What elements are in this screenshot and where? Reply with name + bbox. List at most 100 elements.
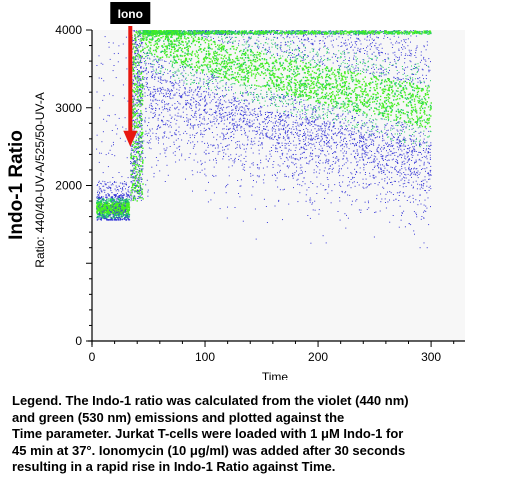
data-point [202, 36, 204, 38]
data-point [313, 71, 316, 74]
data-point [405, 75, 407, 77]
data-point [137, 190, 139, 192]
data-point [280, 100, 282, 102]
data-point [344, 72, 346, 74]
data-point [141, 169, 143, 171]
data-point [357, 49, 359, 51]
data-point [379, 83, 382, 85]
data-point [208, 44, 210, 47]
data-point [213, 70, 216, 73]
data-point [120, 198, 122, 200]
data-point [395, 85, 397, 87]
data-point [370, 121, 372, 123]
data-point [238, 62, 241, 65]
data-point [387, 99, 389, 101]
data-point [216, 57, 218, 59]
data-point [191, 54, 193, 57]
data-point [364, 103, 366, 105]
data-point [99, 198, 101, 200]
data-point [133, 80, 134, 82]
data-point [400, 148, 402, 150]
data-point [412, 89, 414, 91]
data-point [276, 109, 278, 111]
data-point [344, 52, 345, 53]
data-point [401, 143, 402, 144]
data-point [206, 39, 208, 41]
data-point [192, 82, 194, 84]
data-point [304, 47, 306, 49]
data-point [134, 114, 136, 117]
data-point [273, 96, 275, 98]
data-point [334, 100, 337, 103]
data-point [311, 117, 313, 119]
data-point [364, 112, 366, 114]
data-point [140, 42, 142, 44]
data-point [239, 85, 241, 87]
data-point [338, 50, 340, 52]
data-point [336, 33, 338, 34]
data-point [141, 97, 143, 99]
data-point [130, 145, 132, 147]
data-point [263, 85, 266, 87]
data-point [135, 199, 137, 201]
data-point [240, 84, 242, 86]
data-point [115, 209, 117, 211]
data-point [171, 63, 173, 65]
data-point [140, 117, 142, 119]
data-point [426, 123, 429, 125]
data-point [157, 46, 160, 48]
data-point [397, 121, 399, 123]
data-point [112, 42, 114, 44]
data-point [138, 124, 140, 126]
data-point [132, 70, 134, 72]
data-point [425, 60, 427, 62]
data-point [270, 99, 272, 101]
data-point [188, 89, 190, 91]
data-point [350, 34, 352, 36]
data-point [140, 178, 142, 180]
data-point [153, 70, 155, 72]
data-point [119, 219, 121, 221]
data-point [409, 84, 411, 86]
data-point [301, 60, 303, 61]
data-point [426, 145, 428, 147]
data-point [108, 46, 110, 48]
data-point [323, 97, 325, 100]
data-point [114, 208, 116, 210]
data-point [419, 99, 421, 101]
data-point [211, 60, 213, 62]
data-point [384, 124, 386, 126]
data-point [360, 132, 362, 134]
data-point [131, 89, 134, 91]
data-point [123, 97, 125, 99]
data-point [411, 125, 413, 126]
data-point [258, 73, 260, 75]
data-point [123, 200, 125, 202]
data-point [157, 60, 159, 62]
data-point [271, 69, 273, 72]
data-point [136, 171, 138, 173]
data-point [140, 105, 142, 107]
data-point [363, 125, 365, 127]
data-point [125, 202, 127, 204]
data-point [344, 84, 346, 87]
data-point [254, 98, 256, 100]
data-point [140, 40, 142, 42]
data-point [264, 42, 266, 44]
data-point [429, 104, 432, 107]
data-point [170, 48, 173, 51]
data-point [150, 52, 153, 55]
data-point [140, 79, 142, 81]
data-point [339, 130, 341, 132]
data-point [107, 194, 110, 196]
data-point [156, 127, 158, 129]
data-point [300, 147, 302, 149]
data-point [279, 61, 281, 64]
data-point [378, 111, 380, 113]
data-point [246, 49, 249, 51]
data-point [228, 159, 230, 161]
data-point [118, 207, 120, 209]
data-point [285, 110, 287, 112]
data-point [136, 90, 137, 92]
data-point [138, 39, 140, 40]
